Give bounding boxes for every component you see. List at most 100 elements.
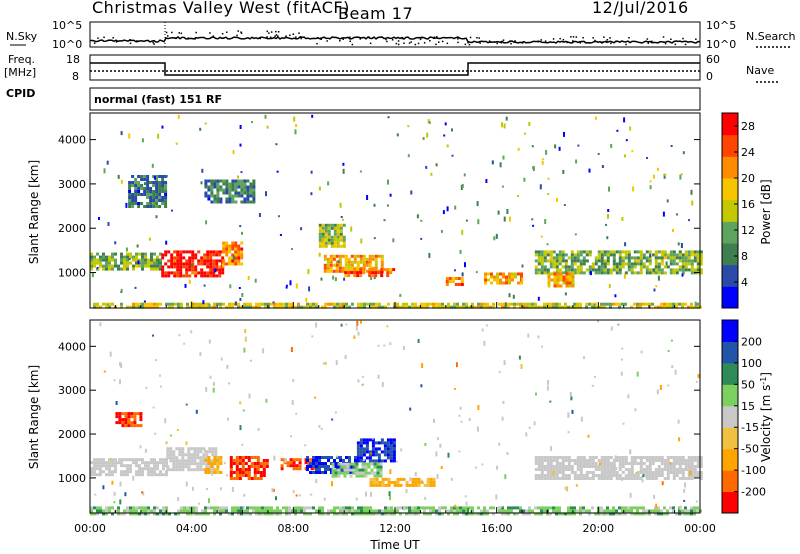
nsky-dot: [326, 40, 328, 42]
power-colorbar-tick-label-6: 28: [741, 120, 755, 133]
power-region-12: [93, 302, 702, 309]
nsky-dot: [442, 40, 444, 43]
vel-colorbar-swatch-1: [722, 470, 738, 493]
vel-colorbar-tick-label-5: 50: [741, 378, 755, 391]
time-tick-label-0: 00:00: [74, 522, 106, 535]
nsky-dot: [97, 37, 99, 39]
nsky-dot: [521, 42, 524, 44]
nsky-dot: [592, 37, 594, 39]
nsky-dot: [298, 32, 300, 34]
date-label: 12/Jul/2016: [592, 0, 689, 17]
vel-colorbar-tick-label-0: -200: [741, 486, 766, 499]
vel-ytick-label-3: 4000: [58, 340, 86, 353]
nsky-dot: [537, 41, 539, 43]
nsky-dot: [562, 39, 565, 41]
power-region-5: [445, 277, 464, 286]
nsky-dot: [544, 40, 547, 42]
nsky-dot: [222, 37, 224, 39]
nsky-dot: [240, 31, 242, 33]
nsky-line: [89, 36, 701, 44]
power-x-axis: [89, 302, 701, 308]
power-y-axis: 1000 2000 3000 4000: [58, 134, 700, 280]
nsky-dot: [187, 37, 189, 39]
nsky-dot: [417, 42, 420, 45]
vel-region-4: [229, 456, 269, 480]
vel-colorbar-tick-label-1: -100: [741, 464, 766, 477]
power-ytick-label-1: 2000: [58, 222, 86, 235]
power-colorbar-tick-label-0: 4: [741, 276, 748, 289]
velocity-heatmap: [90, 320, 703, 516]
nsky-dot: [469, 36, 472, 39]
power-region-1: [161, 250, 225, 278]
nsky-dot: [380, 36, 383, 38]
nsky-dot: [572, 36, 575, 38]
nsky-dot: [136, 40, 138, 42]
nsky-dot: [349, 36, 351, 38]
nsky-dot: [647, 42, 649, 44]
power-ylabel: Slant Range [km]: [27, 160, 41, 264]
nsky-dot: [570, 36, 572, 38]
vel-region-1: [115, 412, 143, 428]
nsky-dot: [236, 34, 238, 37]
power-colorbar-tick-label-3: 16: [741, 198, 755, 211]
nsky-dot: [684, 43, 687, 46]
vel-colorbar-swatch-4: [722, 405, 738, 428]
vel-colorbar-tick-label-3: -15: [741, 421, 759, 434]
nsky-dot: [270, 31, 273, 33]
nsky-dot: [395, 42, 398, 45]
nsky-dot: [351, 43, 354, 46]
nsky-dot: [602, 41, 604, 43]
nsky-dot: [300, 36, 302, 38]
nsky-dot: [408, 42, 411, 44]
nsky-dot: [391, 39, 394, 41]
nsky-dot: [433, 36, 436, 38]
nsky-dot: [320, 38, 322, 40]
nsky-dot: [270, 36, 272, 39]
nsky-dot: [496, 42, 498, 45]
nsky-dot: [423, 42, 426, 44]
nsky-dot: [112, 37, 114, 39]
power-heatmap: [90, 114, 703, 309]
vel-colorbar-tick-label-6: 100: [741, 357, 762, 370]
vel-colorbar-tick-label-4: 15: [741, 400, 755, 413]
power-ytick-label-3: 4000: [58, 134, 86, 147]
freq-tick-high: 18: [66, 53, 80, 66]
nsky-trace: [89, 22, 701, 47]
vel-colorbar-swatch-2: [722, 448, 738, 471]
power-colorbar-swatch-6: [722, 156, 738, 179]
nsky-dot: [670, 38, 672, 40]
nsky-dot: [650, 40, 652, 43]
vel-region-8: [356, 438, 396, 463]
cpid-panel: [89, 87, 701, 111]
nsky-dot: [625, 43, 627, 46]
nsky-dot: [178, 32, 180, 34]
nsky-dot: [268, 32, 270, 34]
nsky-dot: [419, 38, 422, 41]
nsky-dot: [285, 35, 287, 37]
nsky-dot: [171, 31, 173, 34]
nsky-dot: [368, 36, 370, 38]
nsky-dot: [429, 40, 431, 42]
nsky-dot: [403, 42, 405, 44]
power-colorbar-swatch-7: [722, 134, 738, 157]
power-region-6: [484, 272, 523, 285]
nsky-dot: [285, 36, 287, 39]
nsky-dot: [209, 32, 211, 34]
plot-title: Christmas Valley West (fitACF): [92, 0, 350, 17]
nsky-dot: [237, 30, 239, 32]
nsky-dot: [180, 32, 183, 35]
vel-colorbar-swatch-5: [722, 384, 738, 407]
time-tick-label-2: 08:00: [277, 522, 309, 535]
nsky-dot: [489, 41, 492, 43]
nsky-dot: [651, 40, 653, 43]
nsky-dot: [600, 41, 603, 43]
nsky-dot: [292, 33, 294, 35]
power-colorbar-swatch-8: [722, 113, 738, 136]
nsky-dot: [240, 32, 243, 34]
power-colorbar-swatch-0: [722, 286, 738, 309]
vel-region-10: [534, 456, 703, 480]
nsky-dot: [588, 42, 591, 44]
nsky-dot: [559, 37, 561, 40]
vel-colorbar-frame: [721, 319, 739, 514]
